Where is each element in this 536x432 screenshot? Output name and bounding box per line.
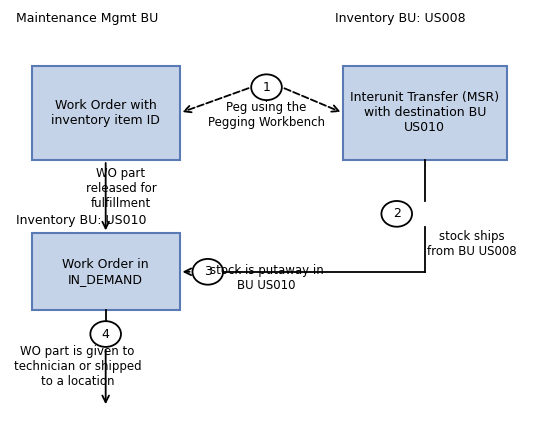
- Text: WO part
released for
fulfillment: WO part released for fulfillment: [86, 167, 157, 210]
- Text: stock ships
from BU US008: stock ships from BU US008: [427, 230, 517, 258]
- Text: 4: 4: [102, 327, 109, 340]
- Text: 1: 1: [263, 81, 271, 94]
- Text: Work Order in
IN_DEMAND: Work Order in IN_DEMAND: [62, 258, 149, 286]
- FancyBboxPatch shape: [32, 66, 180, 160]
- Text: 2: 2: [393, 207, 401, 220]
- Text: stock is putaway in
BU US010: stock is putaway in BU US010: [210, 264, 323, 292]
- Text: Inventory BU: US008: Inventory BU: US008: [336, 12, 466, 25]
- FancyBboxPatch shape: [32, 233, 180, 311]
- Circle shape: [192, 259, 223, 285]
- Circle shape: [91, 321, 121, 347]
- Text: Interunit Transfer (MSR)
with destination BU
US010: Interunit Transfer (MSR) with destinatio…: [350, 92, 500, 134]
- Text: WO part is given to
technician or shipped
to a location: WO part is given to technician or shippe…: [14, 345, 142, 388]
- Circle shape: [382, 201, 412, 227]
- Circle shape: [251, 74, 282, 100]
- FancyBboxPatch shape: [343, 66, 507, 160]
- Text: Maintenance Mgmt BU: Maintenance Mgmt BU: [16, 12, 159, 25]
- Text: 3: 3: [204, 265, 212, 278]
- Text: Work Order with
inventory item ID: Work Order with inventory item ID: [51, 99, 160, 127]
- Text: Inventory BU: US010: Inventory BU: US010: [16, 214, 147, 227]
- Text: Peg using the
Pegging Workbench: Peg using the Pegging Workbench: [208, 101, 325, 129]
